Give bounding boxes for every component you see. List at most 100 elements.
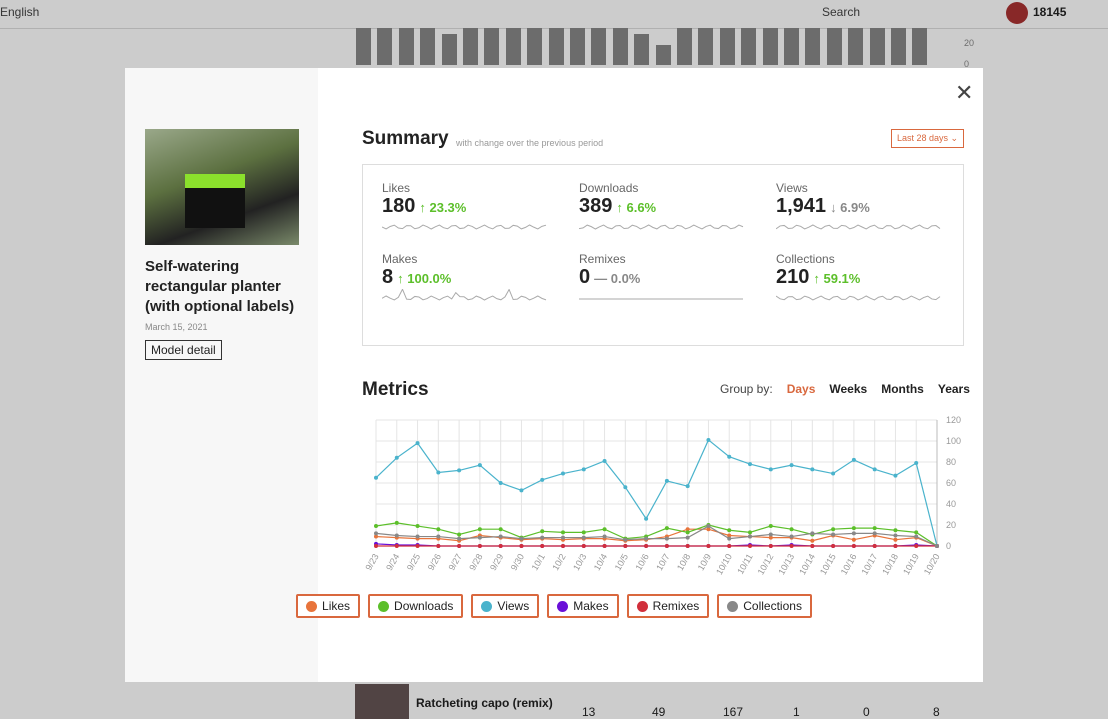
x-tick-label: 10/12 [756,552,776,577]
legend-item[interactable]: Likes [296,594,361,618]
point [644,516,649,521]
point [623,537,628,542]
language[interactable]: English [0,5,40,19]
card-value: 8 [382,266,394,288]
point [727,544,732,548]
bg-bar [441,34,457,65]
planter-base [185,188,245,228]
y-tick-label: 80 [946,457,956,467]
row-cell: 49 [652,705,666,719]
summary-card: Remixes 0— 0.0% [579,252,749,314]
point [727,533,732,538]
point [768,467,773,472]
period-dropdown[interactable]: Last 28 days ⌄ [891,129,965,148]
y-tick-label: 60 [946,478,956,488]
model-detail-button[interactable]: Model detail [145,340,222,360]
bg-bar [677,28,692,65]
point [706,524,711,529]
legend-label: Views [497,599,530,613]
point [789,463,794,468]
legend-swatch [481,600,493,612]
point [768,535,773,540]
x-tick-label: 10/10 [714,552,734,577]
card-label: Views [776,181,808,195]
modal: Self-watering rectangular planter (with … [125,68,983,682]
bg-tick: 20 [964,38,975,48]
points: 18145 [1033,5,1067,19]
x-tick-label: 10/16 [839,552,859,577]
summary-card: Downloads 389 ↑ 6.6% [578,181,749,243]
group-option[interactable]: Months [881,382,924,396]
y-tick-label: 0 [946,541,951,551]
point [851,526,856,531]
bg-bar [762,28,778,65]
legend-label: Makes [573,599,609,613]
card-value: 180 [382,195,416,217]
bg-bar [527,28,543,65]
point [498,534,503,539]
card-value: 210 [776,266,810,288]
point [851,531,856,536]
sparkline [775,295,941,301]
point [561,530,565,535]
point [477,527,482,532]
group-option[interactable]: Days [786,382,816,396]
search[interactable]: Search [822,5,861,19]
group-option[interactable]: Weeks [829,382,868,396]
row-cell: 167 [723,705,744,719]
card-label: Likes [382,181,411,195]
point [872,526,877,531]
point [394,544,399,548]
bg-bar [719,28,735,65]
point [644,544,649,548]
point [872,531,877,536]
point [519,536,524,541]
point [727,528,732,533]
bg-bar [548,28,564,65]
planter [185,174,245,188]
card-row: 1,941 ↓ 6.9% [776,195,946,218]
legend-item[interactable]: Downloads [368,594,464,618]
card-row: 0— 0.0% [579,266,749,289]
bg-bar [398,28,414,65]
x-tick-label: 10/8 [675,552,692,572]
legend-item[interactable]: Makes [547,594,619,618]
spark-line [578,224,744,230]
point [893,473,898,478]
point [415,441,420,446]
y-tick-label: 120 [946,415,961,425]
close-button[interactable]: ✕ [955,80,974,105]
legend-swatch [636,600,648,612]
card-change: ↑ 59.1% [813,271,861,286]
point [581,530,586,535]
bg-bar [848,28,864,65]
legend-label: Remixes [652,599,700,613]
bg-bar [420,28,436,65]
row-name[interactable]: Ratcheting capo (remix) [416,696,553,710]
x-tick-label: 10/1 [530,552,547,572]
model-title[interactable]: Self-watering rectangular planter (with … [145,258,295,315]
bg-bar [869,28,885,65]
card-label: Downloads [579,181,639,195]
x-tick-label: 9/26 [426,552,443,572]
row-thumb [355,684,409,719]
spark-line [381,224,547,230]
point [789,534,794,539]
avatar[interactable] [1006,2,1028,24]
point [914,461,919,466]
x-tick-label: 10/7 [654,552,671,572]
point [477,463,482,468]
point [831,527,836,532]
group-option[interactable]: Years [937,382,970,396]
legend-item[interactable]: Remixes [626,594,710,618]
legend-item[interactable]: Collections [717,594,812,618]
model-image[interactable] [145,129,299,245]
legend-label: Collections [743,599,802,613]
point [893,533,898,538]
y-tick-label: 100 [946,436,961,446]
point [685,484,690,489]
legend-swatch [557,600,569,612]
legend-item[interactable]: Views [471,594,540,618]
bg-bar [698,28,714,65]
